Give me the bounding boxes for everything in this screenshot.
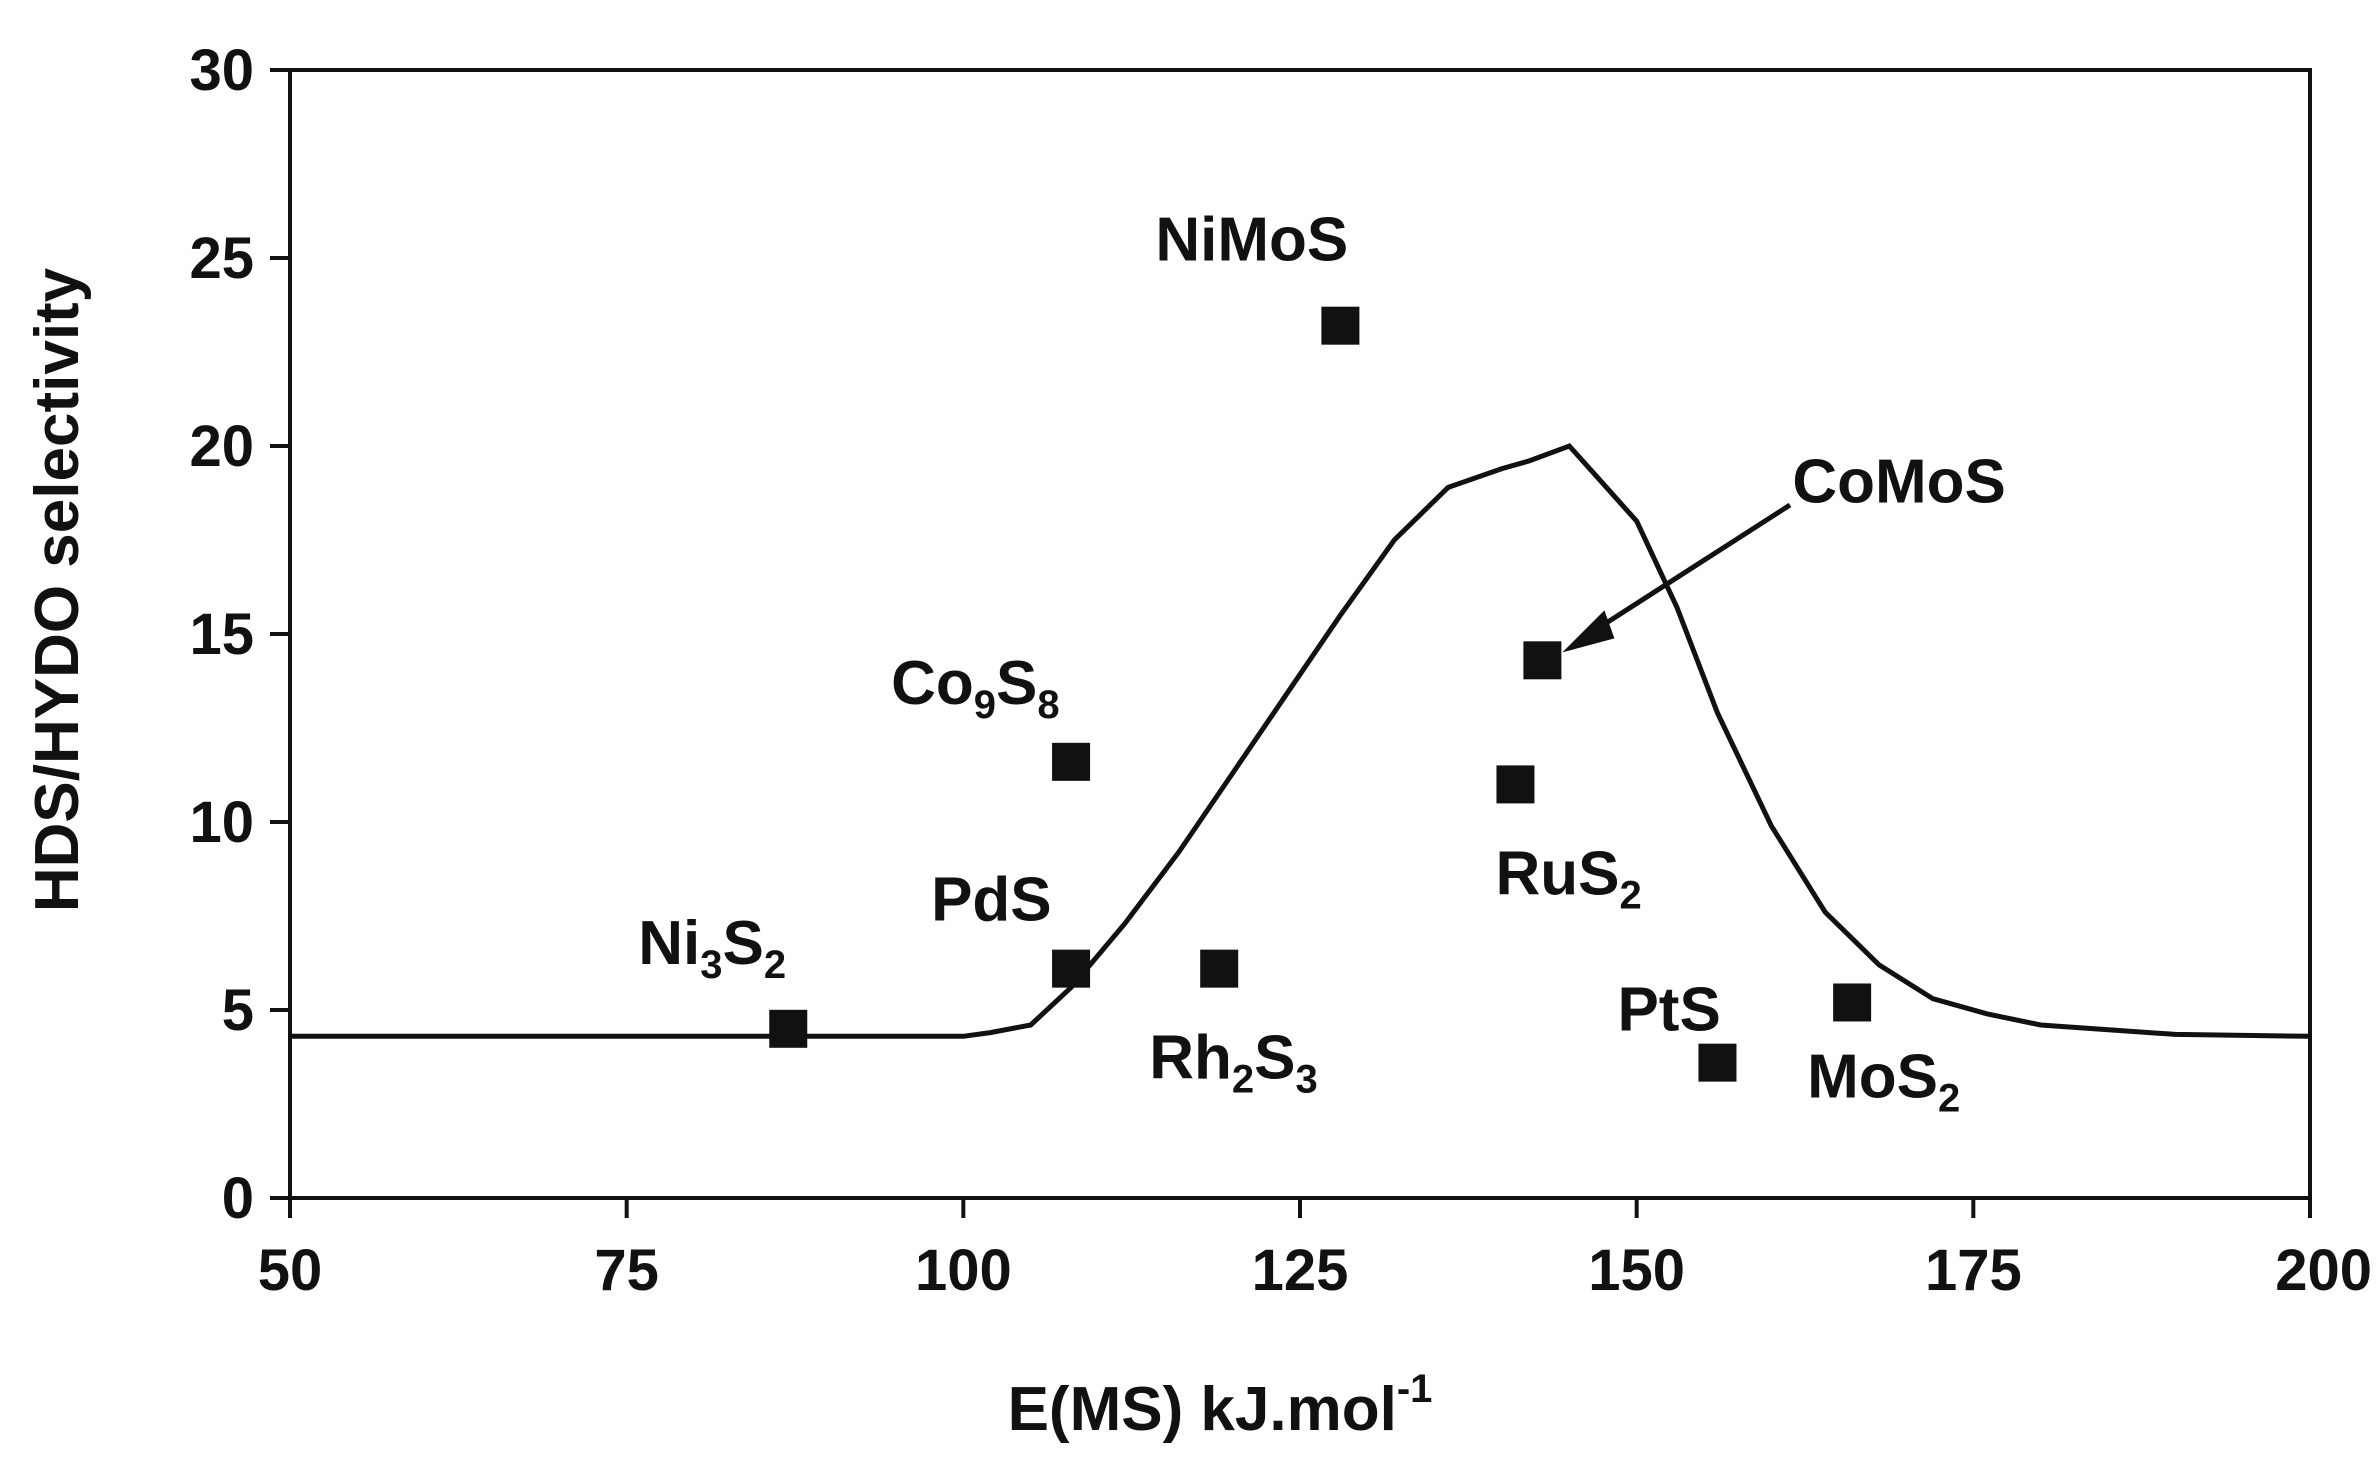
data-point-marker (1523, 641, 1562, 680)
y-axis-title: HDS/HYDO selectivity (23, 267, 92, 912)
x-tick-label: 100 (915, 1238, 1012, 1303)
y-tick-label: 20 (189, 414, 254, 479)
y-tick-label: 25 (189, 226, 254, 291)
y-tick-label: 30 (189, 38, 254, 103)
data-point-label: PdS (931, 866, 1052, 935)
y-tick-label: 0 (222, 1166, 254, 1231)
data-point-marker (1200, 949, 1239, 988)
y-tick-label: 5 (222, 978, 254, 1043)
x-tick-label: 125 (1252, 1238, 1349, 1303)
data-point-marker (1698, 1043, 1737, 1082)
x-axis-title-sup: -1 (1397, 1367, 1433, 1411)
data-point-label: Ni3S2 (638, 909, 786, 987)
x-tick-label: 75 (594, 1238, 659, 1303)
x-axis-title: E(MS) kJ.mol-1 (1008, 1367, 1433, 1444)
data-point-label: Rh2S3 (1149, 1024, 1318, 1102)
y-tick-label: 10 (189, 790, 254, 855)
data-point-marker (1496, 765, 1535, 804)
data-point-marker (1052, 949, 1091, 988)
x-axis-title-text: E(MS) kJ.mol (1008, 1375, 1397, 1444)
x-tick-label: 50 (258, 1238, 323, 1303)
data-point-label: PtS (1617, 976, 1720, 1045)
data-point-marker (1052, 742, 1091, 781)
model-curve-line (290, 443, 2311, 1039)
data-point-marker (1833, 983, 1872, 1022)
x-tick-label: 200 (2275, 1238, 2372, 1303)
comos-arrow (1562, 502, 1792, 653)
y-tick-label: 15 (189, 602, 254, 667)
data-point-label: Co9S8 (891, 649, 1060, 727)
x-tick-label: 150 (1588, 1238, 1685, 1303)
data-point-marker (1321, 306, 1360, 345)
data-point-label: CoMoS (1792, 447, 2006, 516)
x-tick-label: 175 (1925, 1238, 2022, 1303)
data-point-label: MoS2 (1807, 1042, 1960, 1120)
data-point-marker (769, 1009, 808, 1048)
data-point-label: RuS2 (1495, 839, 1641, 917)
data-point-label: NiMoS (1155, 206, 1348, 275)
